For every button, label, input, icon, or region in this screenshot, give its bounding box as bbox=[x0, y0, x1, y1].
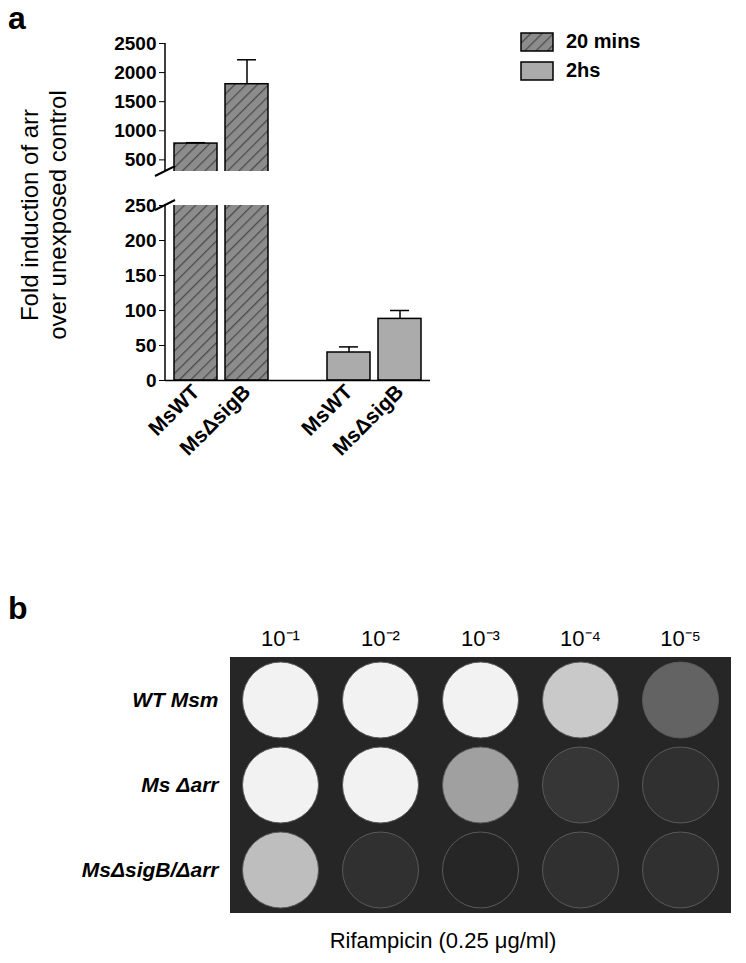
svg-text:500: 500 bbox=[125, 149, 157, 170]
svg-text:WT Msm: WT Msm bbox=[132, 688, 218, 711]
svg-text:2500: 2500 bbox=[114, 33, 156, 54]
svg-text:100: 100 bbox=[125, 300, 157, 321]
html-text:a: a bbox=[8, 0, 26, 36]
svg-text:250: 250 bbox=[125, 195, 157, 216]
html-text:Rifampicin (0.25 μg/ml): Rifampicin (0.25 μg/ml) bbox=[329, 928, 557, 953]
svg-text:10⁻⁵: 10⁻⁵ bbox=[660, 626, 701, 651]
svg-text:10⁻⁴: 10⁻⁴ bbox=[560, 626, 601, 651]
svg-text:150: 150 bbox=[125, 265, 157, 286]
svg-text:0: 0 bbox=[146, 370, 157, 391]
html-text:b: b bbox=[8, 590, 28, 626]
svg-text:Ms Δarr: Ms Δarr bbox=[141, 773, 220, 796]
html-text:2hs: 2hs bbox=[566, 59, 601, 81]
html-text:20 mins: 20 mins bbox=[566, 30, 641, 52]
svg-text:10⁻¹: 10⁻¹ bbox=[261, 626, 300, 651]
svg-text:50: 50 bbox=[135, 335, 156, 356]
svg-text:1500: 1500 bbox=[114, 91, 156, 112]
svg-text:MsΔsigB: MsΔsigB bbox=[175, 380, 255, 460]
svg-text:MsWT: MsWT bbox=[143, 379, 204, 440]
svg-text:MsΔsigB: MsΔsigB bbox=[328, 380, 408, 460]
svg-text:1000: 1000 bbox=[114, 120, 156, 141]
svg-text:200: 200 bbox=[125, 230, 157, 251]
svg-text:10⁻²: 10⁻² bbox=[361, 626, 400, 651]
svg-text:MsΔsigB/Δarr: MsΔsigB/Δarr bbox=[82, 858, 221, 881]
svg-text:MsWT: MsWT bbox=[296, 379, 357, 440]
svg-text:2000: 2000 bbox=[114, 62, 156, 83]
html-text:over unexposed control: over unexposed control bbox=[44, 90, 71, 340]
html-text:Fold induction of arr: Fold induction of arr bbox=[16, 109, 43, 322]
svg-text:10⁻³: 10⁻³ bbox=[461, 626, 500, 651]
